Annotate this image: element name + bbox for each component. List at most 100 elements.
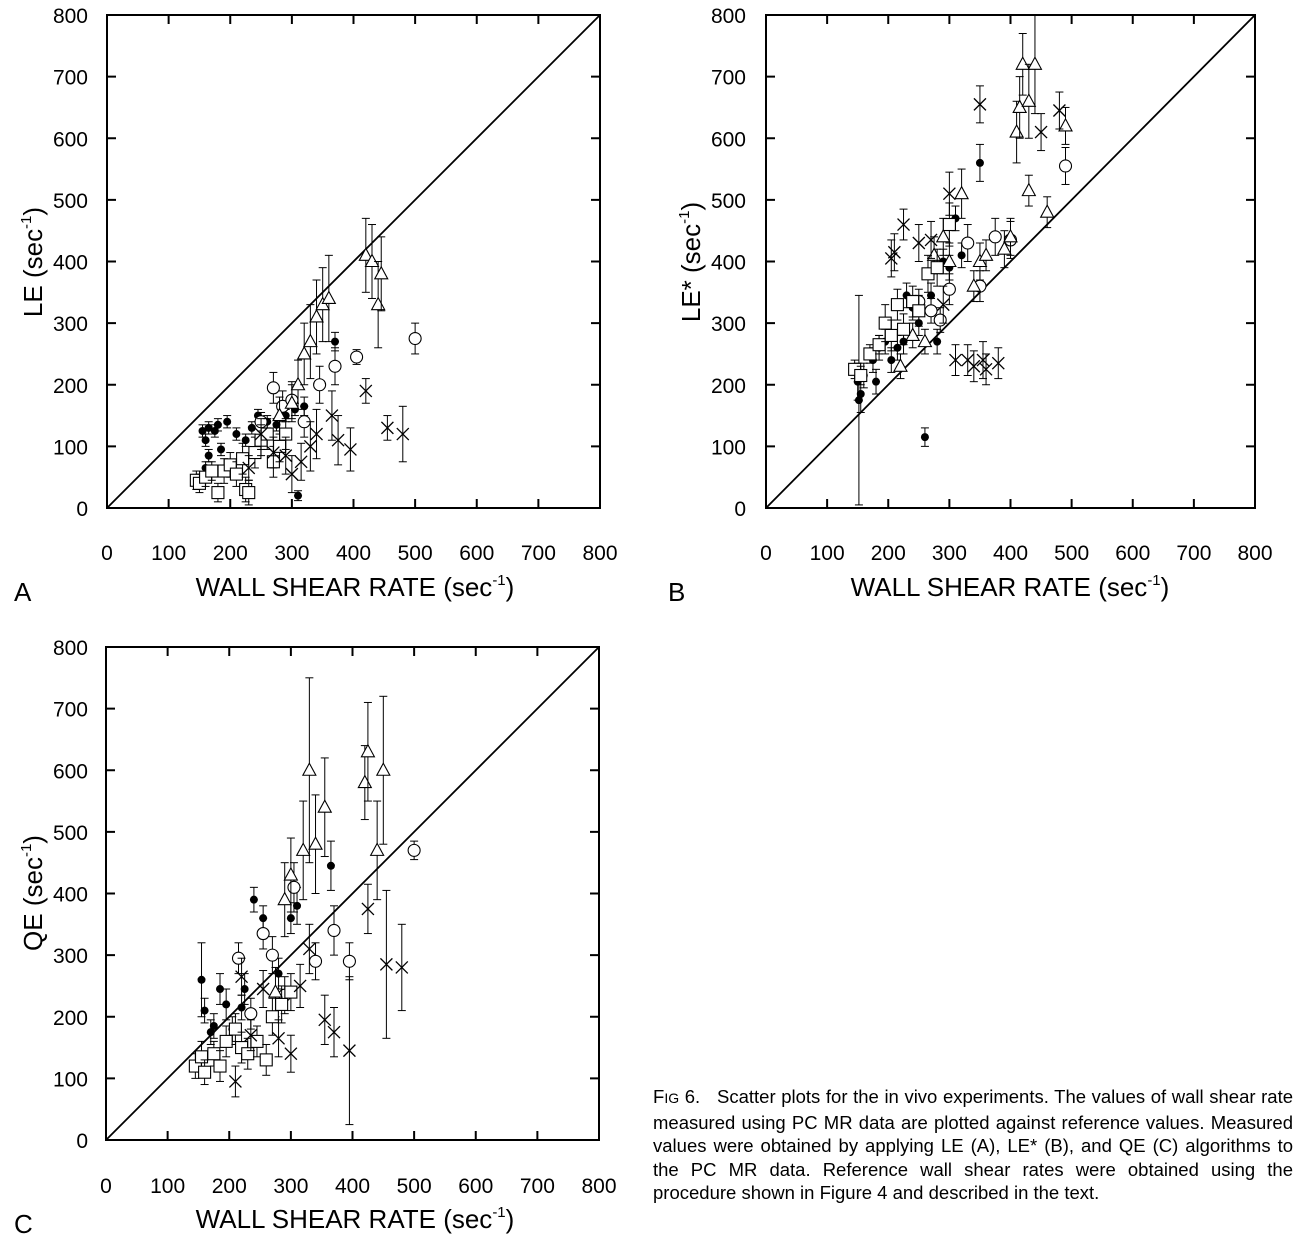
data-point [976, 341, 990, 380]
marker-open-circle [924, 304, 938, 318]
marker-square [248, 445, 262, 460]
data-point [217, 442, 226, 457]
marker-triangle [1009, 123, 1025, 138]
data-point [266, 371, 280, 404]
x-axis-label: WALL SHEAR RATE (sec-1) [851, 572, 1170, 602]
y-tick-label: 700 [53, 699, 88, 722]
marker-open-circle [327, 923, 341, 938]
marker-x [887, 245, 901, 259]
data-point [317, 757, 333, 858]
marker-triangle [978, 247, 994, 261]
marker-x [396, 427, 410, 441]
marker-triangle [283, 866, 299, 881]
marker-filled-circle [247, 423, 256, 432]
data-point [301, 677, 317, 864]
figure-label: FIG 6. [653, 1086, 701, 1107]
data-point [290, 359, 306, 410]
marker-filled-circle [887, 356, 896, 365]
caption-text: Scatter plots for the in vivo experiment… [653, 1086, 1294, 1203]
series-x [242, 378, 410, 494]
marker-x [272, 1031, 286, 1045]
data-point [1034, 113, 1048, 152]
marker-filled-circle [237, 1003, 246, 1012]
marker-open-circle [961, 236, 975, 250]
marker-x [266, 446, 280, 459]
marker-open-circle [256, 927, 270, 941]
marker-x [293, 979, 307, 993]
x-tick-label: 200 [212, 1175, 247, 1198]
marker-open-circle [313, 378, 327, 392]
data-point [242, 455, 256, 481]
data-point [275, 985, 289, 1024]
data-point [379, 889, 393, 1039]
data-point [295, 800, 311, 901]
data-point [247, 421, 256, 435]
data-point [201, 433, 210, 447]
data-point [396, 405, 410, 463]
data-point [360, 701, 376, 802]
data-point [309, 279, 324, 355]
series-triangle [272, 217, 389, 435]
marker-x [235, 970, 249, 984]
data-point [327, 1007, 341, 1058]
marker-triangle [272, 407, 287, 422]
marker-square [219, 1034, 233, 1048]
marker-triangle [308, 836, 323, 850]
marker-open-circle [266, 381, 280, 395]
marker-open-circle [287, 880, 301, 894]
marker-filled-circle [893, 343, 902, 352]
data-point [302, 923, 316, 975]
data-point [209, 1013, 218, 1039]
marker-open-circle [350, 350, 364, 364]
y-tick-label: 0 [76, 1130, 88, 1153]
data-point [407, 840, 421, 861]
data-point [228, 1065, 242, 1098]
data-point [872, 334, 886, 355]
data-point [331, 415, 345, 466]
data-point [254, 418, 268, 450]
data-point [358, 217, 374, 293]
y-tick-label: 600 [53, 760, 88, 783]
x-tick-label: 100 [151, 542, 186, 565]
marker-filled-circle [198, 426, 207, 435]
marker-x [897, 218, 910, 231]
data-point [854, 294, 863, 506]
data-point [897, 208, 910, 241]
marker-filled-circle [241, 436, 250, 445]
data-point [373, 236, 389, 312]
data-point [884, 239, 898, 278]
marker-square [205, 464, 219, 478]
marker-filled-circle [856, 389, 865, 398]
data-point [893, 353, 908, 380]
panel-label: B [668, 577, 685, 607]
marker-filled-circle [240, 985, 249, 994]
marker-x [1052, 104, 1066, 117]
data-point [198, 1059, 212, 1086]
data-point [284, 973, 298, 1012]
data-point [297, 405, 311, 438]
y-tick-label: 400 [711, 252, 746, 275]
data-point [1015, 32, 1031, 96]
marker-filled-circle [957, 251, 966, 260]
x-tick-label: 400 [993, 542, 1028, 565]
marker-square [878, 316, 892, 330]
data-point [259, 1043, 273, 1076]
marker-triangle [296, 345, 312, 360]
x-tick-label: 0 [101, 542, 113, 565]
marker-triangle [369, 842, 385, 856]
marker-x [967, 359, 981, 373]
x-tick-label: 700 [521, 542, 556, 565]
marker-filled-circle [293, 901, 302, 910]
marker-square [194, 1050, 209, 1064]
data-point [967, 350, 981, 383]
x-tick-label: 200 [213, 542, 248, 565]
marker-x [342, 1044, 356, 1058]
data-point [936, 285, 950, 324]
data-point [364, 224, 380, 299]
data-point [991, 347, 1005, 380]
marker-triangle [996, 241, 1012, 255]
marker-triangle [935, 228, 951, 243]
marker-x [343, 442, 357, 456]
marker-x [979, 362, 993, 376]
data-point [294, 442, 308, 481]
